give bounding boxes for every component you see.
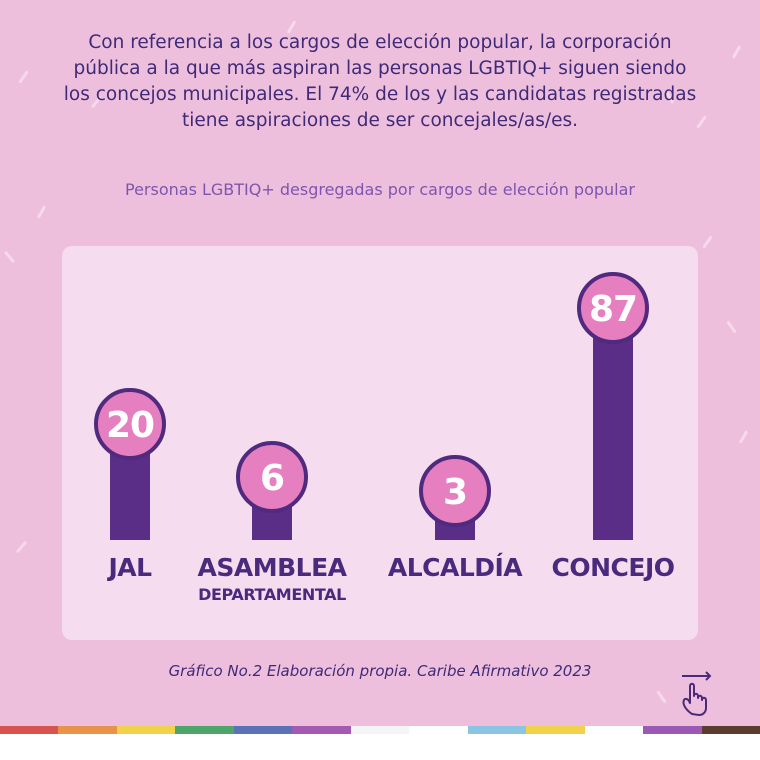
hand-swipe-icon xyxy=(682,671,712,716)
category-label: CONCEJO xyxy=(551,553,675,582)
stripe-segment xyxy=(584,726,644,734)
stripe-segment xyxy=(0,726,59,734)
stripe-segment xyxy=(233,726,293,734)
stripe-segment xyxy=(292,726,351,734)
data-label: 87 xyxy=(589,289,637,330)
value-bubble xyxy=(419,455,491,527)
chart-title: Personas LGBTIQ+ desgregadas por cargos … xyxy=(125,180,635,199)
category-label: ASAMBLEA xyxy=(197,553,348,582)
value-bubble xyxy=(577,272,649,344)
stripe-segment xyxy=(350,726,410,734)
category-label: JAL xyxy=(108,553,152,582)
bar-concejo xyxy=(593,308,633,540)
category-sublabel: DEPARTAMENTAL xyxy=(198,585,346,604)
intro-text: Con referencia a los cargos de elección … xyxy=(63,32,697,131)
stripe-segment xyxy=(643,726,702,734)
value-bubble xyxy=(236,441,308,513)
bottom-margin xyxy=(0,734,760,760)
stripe-segment xyxy=(526,726,585,734)
rainbow-footer-stripe xyxy=(0,726,760,734)
stripe-segment xyxy=(58,726,117,734)
data-label: 3 xyxy=(443,472,467,513)
stripe-segment xyxy=(701,726,760,734)
data-label: 6 xyxy=(260,458,284,499)
stripe-segment xyxy=(116,726,176,734)
data-label: 20 xyxy=(106,405,154,446)
stripe-segment xyxy=(409,726,468,734)
value-bubble xyxy=(94,388,166,460)
stripe-segment xyxy=(175,726,234,734)
category-label: ALCALDÍA xyxy=(387,553,523,582)
source-note: Gráfico No.2 Elaboración propia. Caribe … xyxy=(168,662,592,680)
stripe-segment xyxy=(467,726,527,734)
